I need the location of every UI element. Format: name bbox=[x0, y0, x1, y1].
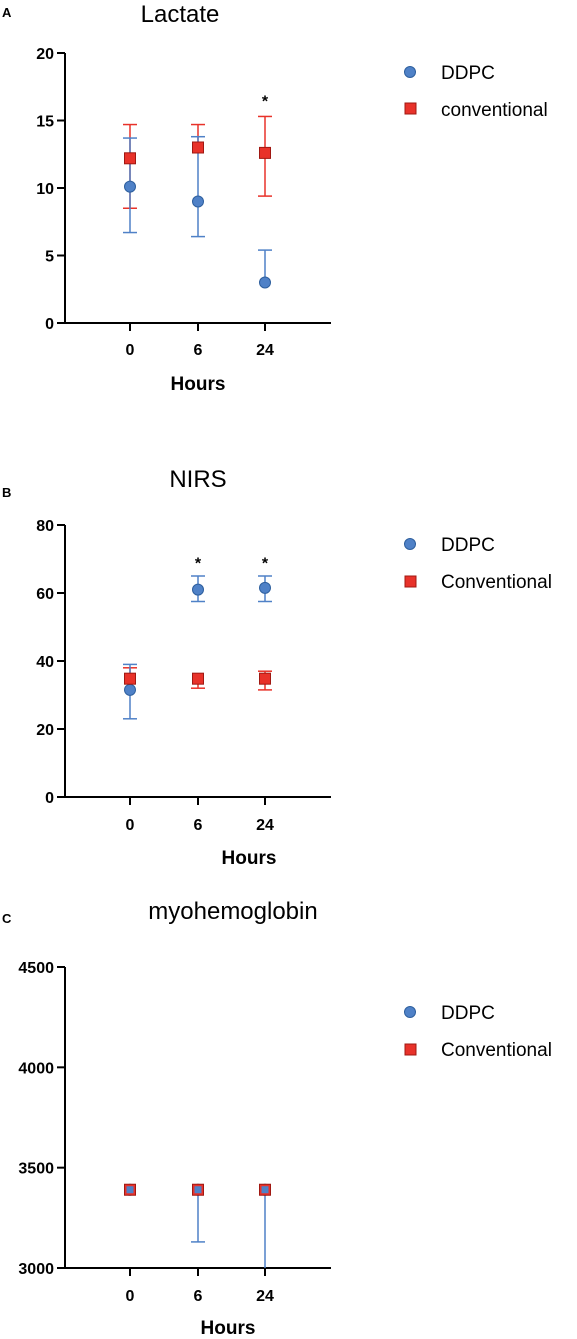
data-point-conventional bbox=[192, 141, 204, 154]
y-tick-label: 3500 bbox=[18, 1161, 54, 1178]
y-tick-label: 20 bbox=[36, 722, 54, 739]
panel-letter: C bbox=[2, 911, 12, 926]
x-tick-label: 6 bbox=[194, 1288, 203, 1305]
legend: DDPC Conventional bbox=[404, 535, 552, 593]
legend-label-ddpc: DDPC bbox=[441, 1003, 495, 1024]
data-marks: * * bbox=[123, 555, 272, 720]
legend-label-conventional: Conventional bbox=[441, 1040, 552, 1061]
x-axis-label: Hours bbox=[201, 1318, 256, 1339]
data-point-ddpc bbox=[259, 581, 271, 594]
y-tick-label: 15 bbox=[36, 114, 54, 131]
axes: 3000 3500 4000 4500 0 6 24 bbox=[18, 960, 331, 1305]
x-tick-label: 24 bbox=[256, 1288, 274, 1305]
y-tick-label: 5 bbox=[45, 249, 54, 266]
chart-title: NIRS bbox=[169, 466, 226, 493]
legend: DDPC conventional bbox=[404, 63, 548, 121]
data-point-overlap bbox=[126, 1186, 134, 1194]
data-point-conventional bbox=[124, 672, 136, 685]
y-tick-label: 4500 bbox=[18, 960, 54, 977]
chart-title: myohemoglobin bbox=[148, 898, 317, 925]
y-tick-label: 40 bbox=[36, 654, 54, 671]
panel-b: B NIRS Hours DDPC Conventional 020406080… bbox=[2, 466, 552, 869]
significance-annotation: * bbox=[195, 555, 202, 572]
panel-c: C myohemoglobin Hours DDPC Conventional … bbox=[2, 898, 552, 1339]
data-marks: * bbox=[123, 93, 272, 289]
data-point-conventional bbox=[259, 672, 271, 685]
data-marks bbox=[124, 1183, 271, 1268]
axes: 0 20 40 60 80 0 6 24 bbox=[36, 518, 331, 834]
data-point-ddpc bbox=[124, 180, 136, 193]
panel-a: A Lactate Hours DDPC conventional 0 5 10 15… bbox=[2, 1, 548, 395]
y-tick-label: 20 bbox=[36, 46, 54, 63]
legend-label-ddpc: DDPC bbox=[441, 63, 495, 84]
axes: 0 5 10 15 20 0 6 24 bbox=[36, 46, 331, 359]
x-tick-label: 6 bbox=[194, 817, 203, 834]
legend-marker-conventional bbox=[404, 102, 417, 115]
x-tick-label: 0 bbox=[126, 817, 135, 834]
y-tick-label: 10 bbox=[36, 181, 54, 198]
data-point-conventional bbox=[192, 672, 204, 685]
y-tick-label: 4000 bbox=[18, 1060, 54, 1077]
x-axis-label: Hours bbox=[222, 848, 277, 869]
y-tick-label: 80 bbox=[36, 518, 54, 535]
legend-marker-conventional bbox=[404, 1043, 417, 1056]
legend-label-conventional: conventional bbox=[441, 100, 548, 121]
legend-marker-ddpc bbox=[404, 538, 416, 550]
panel-letter: B bbox=[2, 485, 11, 500]
x-axis-label: Hours bbox=[171, 374, 226, 395]
y-tick-label: 0 bbox=[45, 790, 54, 807]
x-tick-label: 0 bbox=[126, 342, 135, 359]
legend-marker-ddpc bbox=[404, 1006, 416, 1018]
panel-letter: A bbox=[2, 5, 12, 20]
data-point-ddpc bbox=[124, 683, 136, 696]
legend-marker-ddpc bbox=[404, 66, 416, 78]
significance-annotation: * bbox=[262, 555, 269, 572]
legend-label-ddpc: DDPC bbox=[441, 535, 495, 556]
y-tick-label: 60 bbox=[36, 586, 54, 603]
legend-marker-conventional bbox=[404, 575, 417, 588]
x-tick-label: 0 bbox=[126, 1288, 135, 1305]
data-point-ddpc bbox=[259, 276, 271, 289]
data-point-overlap bbox=[194, 1186, 202, 1194]
y-tick-label: 3000 bbox=[18, 1261, 54, 1278]
data-point-conventional bbox=[259, 146, 271, 159]
x-tick-label: 24 bbox=[256, 342, 274, 359]
legend-label-conventional: Conventional bbox=[441, 572, 552, 593]
legend: DDPC Conventional bbox=[404, 1003, 552, 1061]
significance-annotation: * bbox=[262, 93, 269, 110]
x-tick-label: 24 bbox=[256, 817, 274, 834]
data-point-overlap bbox=[261, 1186, 269, 1194]
data-point-ddpc bbox=[192, 195, 204, 208]
y-tick-label: 0 bbox=[45, 316, 54, 333]
data-point-conventional bbox=[124, 152, 136, 165]
data-point-ddpc bbox=[192, 583, 204, 596]
chart-title: Lactate bbox=[141, 1, 220, 28]
x-tick-label: 6 bbox=[194, 342, 203, 359]
